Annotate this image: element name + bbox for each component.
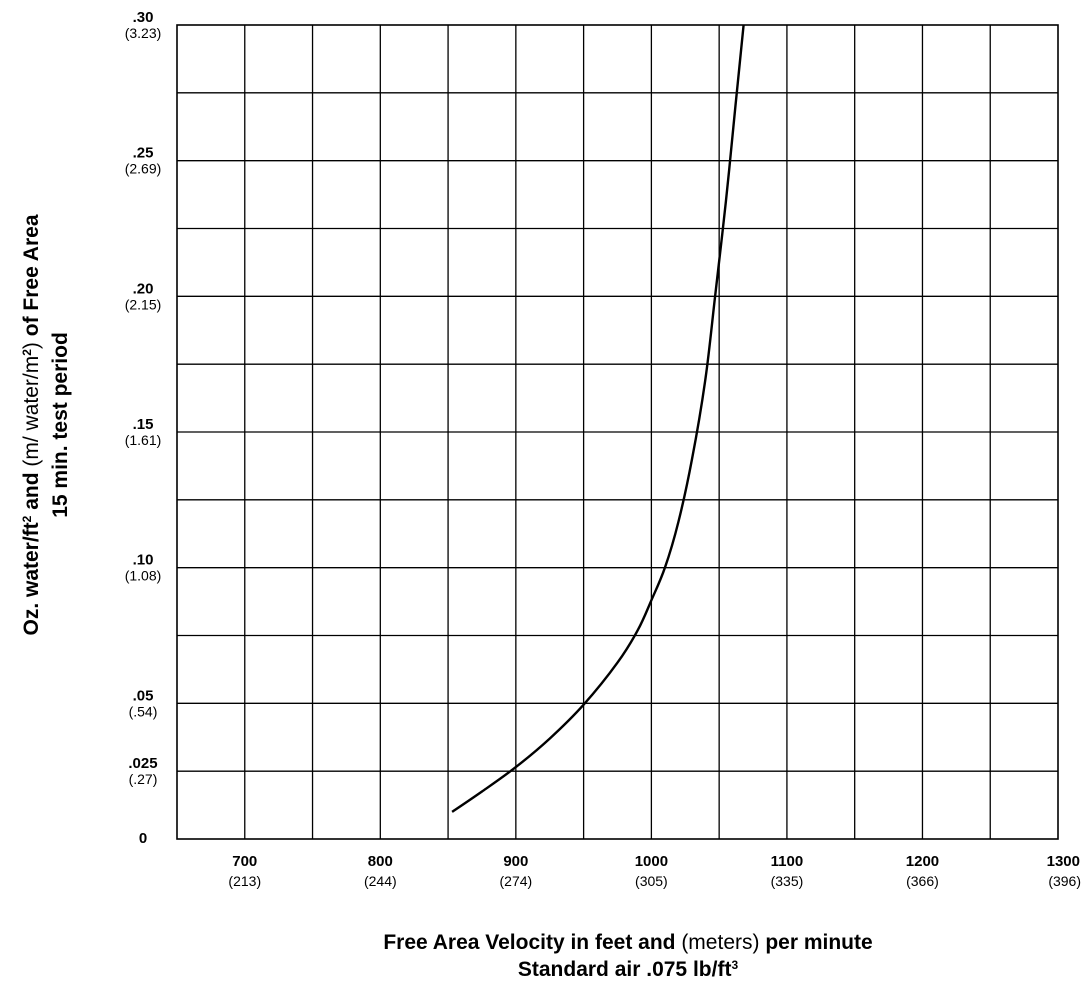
grid	[176, 24, 1059, 840]
x-tick-sublabel: (335)	[771, 873, 804, 889]
x-axis-ticks: 700 (213) 800 (244) 900 (274) 1000 (305) 1100 (33…	[228, 853, 1081, 889]
y-axis-subtitle: 15 min. test period	[49, 332, 72, 518]
x-tick-label: 1300	[1047, 853, 1080, 870]
axis-titles: Free Area Velocity in feet and (meters) …	[20, 214, 873, 981]
y-tick-sublabel: (3.23)	[125, 25, 162, 41]
x-tick-label: 1200	[906, 853, 939, 870]
y-tick-sublabel: (.27)	[129, 771, 158, 787]
x-tick-sublabel: (244)	[364, 873, 397, 889]
x-axis-subtitle: Standard air .075 lb/ft3	[518, 958, 739, 981]
y-tick-label: .15	[133, 416, 154, 433]
x-tick-sublabel: (366)	[906, 873, 939, 889]
x-tick-sublabel: (305)	[635, 873, 668, 889]
y-tick-label: .20	[133, 280, 154, 297]
y-tick-sublabel: (2.15)	[125, 296, 162, 312]
y-tick-label: .025	[128, 755, 157, 772]
y-tick-sublabel: (2.69)	[125, 161, 162, 177]
series-line	[451, 24, 745, 813]
y-tick-sublabel: (.54)	[129, 703, 158, 719]
y-tick-label: 0	[139, 830, 147, 847]
x-tick-sublabel: (274)	[500, 873, 533, 889]
x-tick-label: 1100	[771, 853, 804, 870]
x-tick-sublabel: (213)	[228, 873, 261, 889]
y-tick-label: .25	[133, 145, 154, 162]
curve-layer	[451, 24, 745, 813]
y-tick-label: .10	[133, 552, 154, 569]
x-tick-label: 800	[368, 853, 393, 870]
x-tick-label: 1000	[635, 853, 668, 870]
x-tick-label: 900	[503, 853, 528, 870]
y-tick-sublabel: (1.08)	[125, 568, 162, 584]
x-tick-sublabel: (396)	[1048, 873, 1081, 889]
y-tick-label: .05	[133, 687, 154, 704]
x-tick-label: 700	[232, 853, 257, 870]
y-tick-label: .30	[133, 9, 154, 26]
y-axis-ticks: 0.025(.27).05(.54).10(1.08).15(1.61).20(…	[125, 9, 162, 847]
y-axis-title: Oz. water/ft2 and (m/ water/m2) of Free …	[20, 214, 43, 635]
x-axis-title: Free Area Velocity in feet and (meters) …	[383, 931, 872, 954]
y-tick-sublabel: (1.61)	[125, 432, 162, 448]
